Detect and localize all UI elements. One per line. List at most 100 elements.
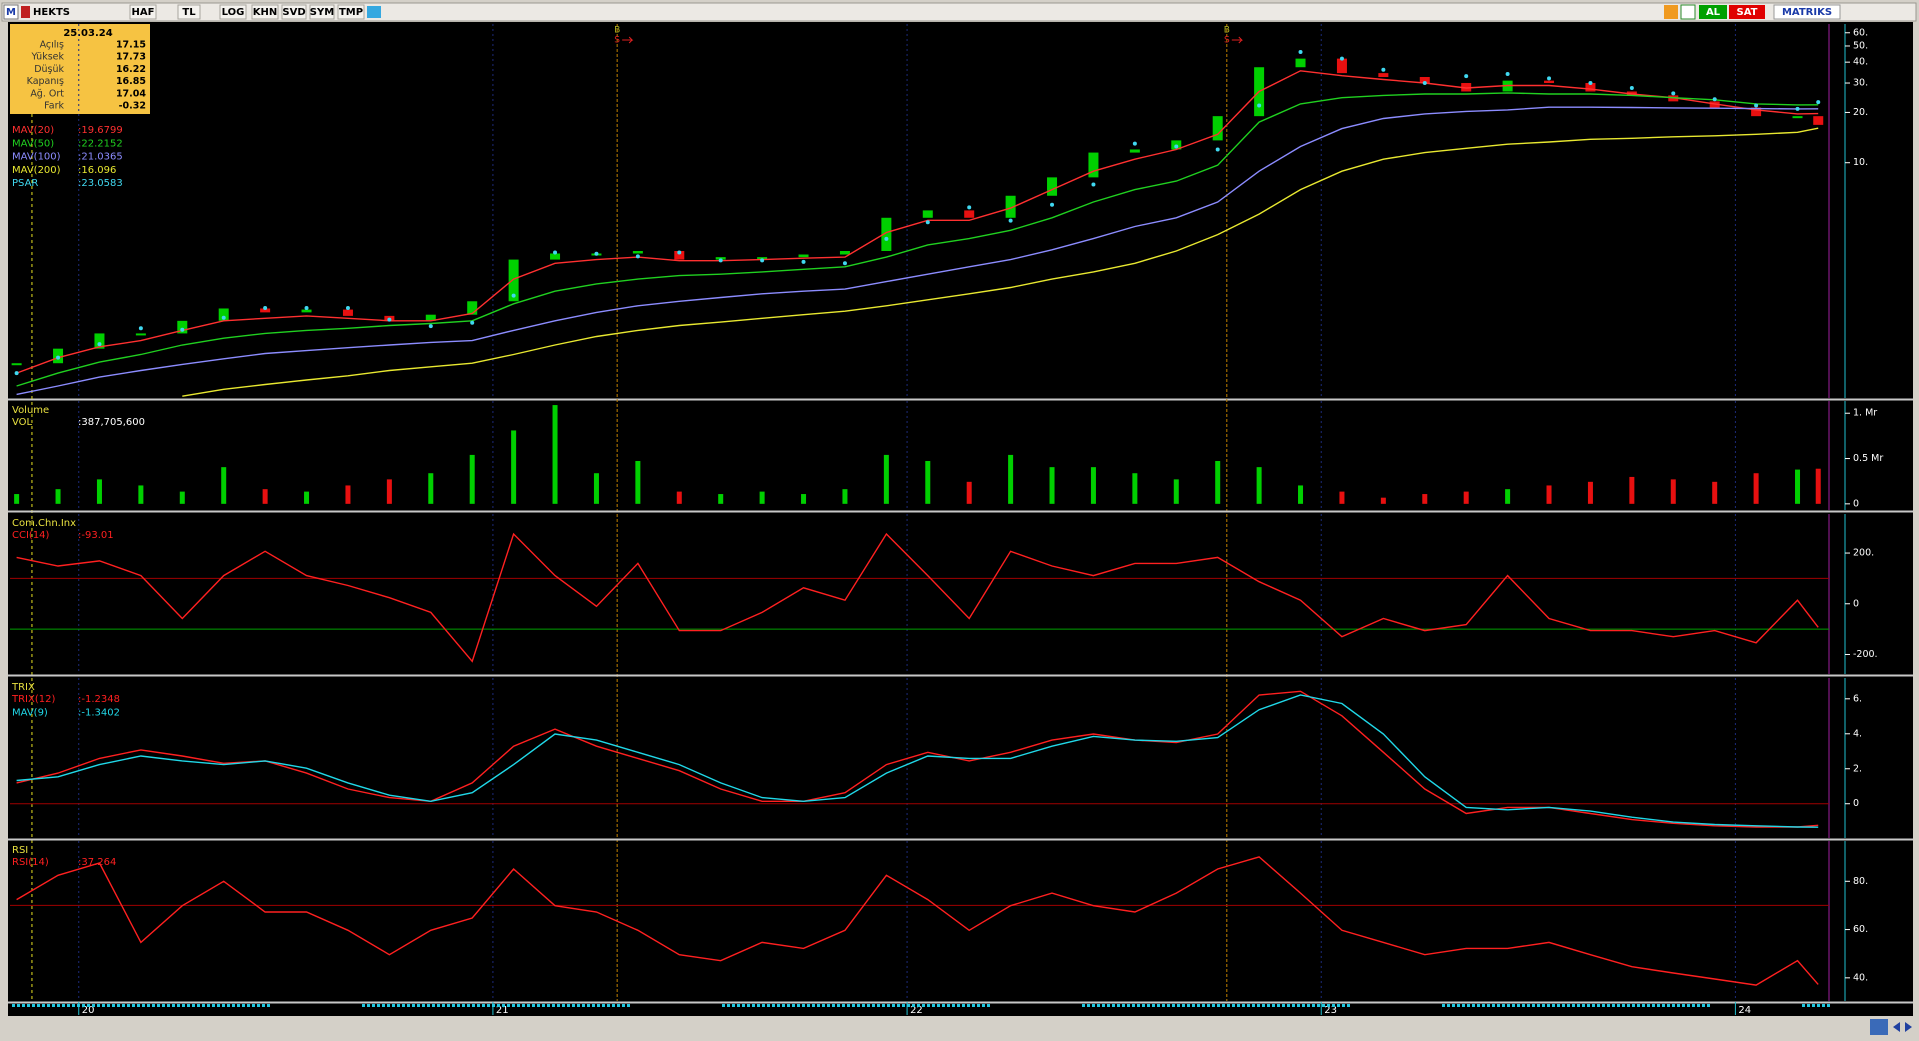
candle (674, 251, 685, 260)
time-strip-mark (1622, 1004, 1625, 1007)
toolbar-button[interactable] (337, 4, 365, 20)
toolbar-button[interactable] (177, 4, 201, 20)
time-strip-mark (557, 1004, 560, 1007)
signal-buy: B (614, 26, 620, 36)
volume-bar (552, 405, 558, 504)
trade-button-label[interactable]: AL (1706, 7, 1721, 18)
time-strip-mark (812, 1004, 815, 1007)
time-strip-mark (1237, 1004, 1240, 1007)
time-strip-mark (247, 1004, 250, 1007)
time-strip-mark (1347, 1004, 1350, 1007)
time-strip-mark (432, 1004, 435, 1007)
nav-icon[interactable] (1870, 1019, 1888, 1035)
x-tick-label: 23 (1324, 1005, 1337, 1016)
time-strip-mark (787, 1004, 790, 1007)
time-strip-mark (522, 1004, 525, 1007)
time-strip-mark (47, 1004, 50, 1007)
toolbar-button-label[interactable]: SYM (310, 7, 334, 18)
symbol-icon (21, 6, 30, 18)
time-strip-mark (1112, 1004, 1115, 1007)
toolbar-button-label[interactable]: TL (182, 7, 196, 18)
volume-bar (842, 489, 848, 504)
toolbar-button[interactable] (281, 4, 307, 20)
time-strip-mark (187, 1004, 190, 1007)
psar-dot (1816, 100, 1821, 105)
time-strip-mark (1677, 1004, 1680, 1007)
toolbar-button-label[interactable]: KHN (253, 7, 278, 18)
time-strip-mark (127, 1004, 130, 1007)
time-strip-mark (162, 1004, 165, 1007)
time-strip-mark (507, 1004, 510, 1007)
time-strip-mark (1652, 1004, 1655, 1007)
trade-button-label[interactable]: SAT (1737, 7, 1758, 18)
tool-icon[interactable] (1680, 4, 1696, 20)
time-strip-mark (367, 1004, 370, 1007)
time-strip-mark (407, 1004, 410, 1007)
candle (11, 363, 22, 366)
time-strip-mark (982, 1004, 985, 1007)
y-tick-label: 2. (1853, 763, 1862, 774)
trade-button[interactable] (1699, 5, 1727, 19)
candle (964, 210, 975, 218)
toolbar-button[interactable] (251, 4, 279, 20)
time-strip-mark (722, 1004, 725, 1007)
volume-bar (345, 485, 351, 504)
time-strip-mark (1132, 1004, 1135, 1007)
candle (1419, 77, 1430, 84)
time-strip-mark (1522, 1004, 1525, 1007)
toolbar-button-label[interactable]: LOG (222, 7, 245, 18)
time-strip-mark (1102, 1004, 1105, 1007)
time-strip-mark (1122, 1004, 1125, 1007)
time-strip-mark (392, 1004, 395, 1007)
time-strip-mark (1542, 1004, 1545, 1007)
time-strip-mark (372, 1004, 375, 1007)
series-line (182, 127, 1819, 397)
time-strip-mark (1142, 1004, 1145, 1007)
twitter-icon[interactable] (367, 6, 381, 18)
volume-bar (1463, 491, 1469, 504)
tool-icon[interactable] (1664, 5, 1678, 19)
toolbar-button[interactable] (309, 4, 335, 20)
time-strip-mark (1342, 1004, 1345, 1007)
toolbar-button-label[interactable]: TMP (339, 7, 363, 18)
time-strip-mark (607, 1004, 610, 1007)
scroll-arrows[interactable] (1893, 1022, 1912, 1032)
time-strip-mark (27, 1004, 30, 1007)
legend-readout: :19.6799 (78, 125, 123, 136)
trade-button[interactable] (1729, 5, 1765, 19)
brand: MATRIKS (1782, 7, 1832, 18)
time-strip-mark (1807, 1004, 1810, 1007)
time-strip-mark (1467, 1004, 1470, 1007)
volume-bar (883, 454, 889, 504)
time-strip-mark (527, 1004, 530, 1007)
time-strip-mark (1667, 1004, 1670, 1007)
psar-dot (842, 261, 847, 266)
psar-dot (677, 250, 682, 255)
legend-readout: :23.0583 (78, 178, 123, 189)
time-strip-mark (547, 1004, 550, 1007)
time-strip-mark (947, 1004, 950, 1007)
toolbar-button[interactable] (129, 4, 157, 20)
toolbar-button[interactable] (219, 4, 247, 20)
time-strip-mark (362, 1004, 365, 1007)
psar-dot (1174, 144, 1179, 149)
time-strip-mark (862, 1004, 865, 1007)
y-tick-label: 30. (1853, 78, 1868, 89)
time-strip-mark (152, 1004, 155, 1007)
time-strip-mark (617, 1004, 620, 1007)
time-strip-mark (1617, 1004, 1620, 1007)
volume-bar (428, 473, 434, 504)
toolbar-button-label[interactable]: HAF (132, 7, 155, 18)
toolbar-button-label[interactable]: SVD (282, 7, 305, 18)
psar-dot (1257, 103, 1262, 108)
candle (632, 251, 643, 254)
psar-dot (1629, 86, 1634, 91)
y-tick-label: 60. (1853, 924, 1868, 935)
time-strip-mark (1802, 1004, 1805, 1007)
y-tick-label: 40. (1853, 57, 1868, 68)
y-tick-label: 4. (1853, 728, 1862, 739)
symbol[interactable]: HEKTS (33, 7, 70, 18)
time-strip-mark (1702, 1004, 1705, 1007)
volume-bar (14, 494, 20, 504)
